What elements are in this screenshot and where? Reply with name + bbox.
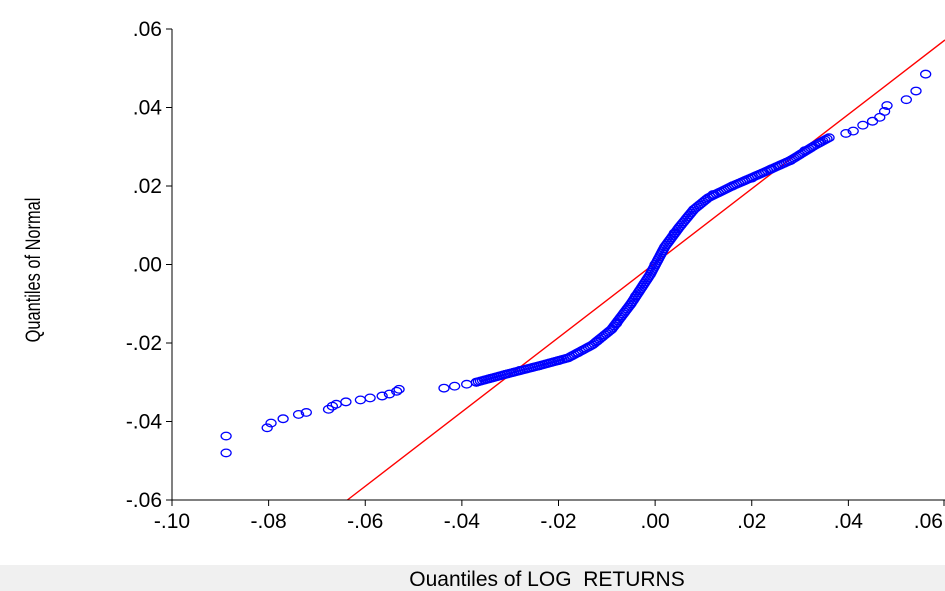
data-point bbox=[866, 116, 879, 126]
data-point bbox=[354, 395, 367, 405]
data-point bbox=[552, 356, 565, 366]
data-point bbox=[610, 318, 623, 328]
x-tick-label: -.06 bbox=[347, 510, 383, 533]
data-point bbox=[920, 69, 932, 79]
x-tick-label: -.08 bbox=[251, 510, 287, 533]
y-axis-title: Quantiles of Normal bbox=[21, 198, 44, 343]
data-point bbox=[485, 373, 497, 383]
y-tick-label: -.02 bbox=[126, 332, 162, 355]
data-point bbox=[292, 409, 305, 419]
data-point bbox=[821, 134, 833, 144]
data-point bbox=[514, 366, 526, 375]
data-point bbox=[746, 173, 758, 183]
data-point bbox=[878, 106, 891, 116]
data-point bbox=[823, 133, 835, 143]
data-point bbox=[630, 291, 642, 301]
y-tick-label: -.06 bbox=[126, 489, 162, 512]
data-point bbox=[261, 423, 273, 433]
x-tick-label: .04 bbox=[834, 510, 864, 533]
x-tick-label: .02 bbox=[737, 510, 766, 533]
data-point bbox=[572, 348, 584, 358]
data-point bbox=[499, 369, 512, 379]
data-point bbox=[533, 361, 545, 371]
x-tick-label: -.04 bbox=[444, 510, 481, 533]
tick-layer: -.06 -.04 -.02 .00 .02 .04 .06 -.10 -.08 -.06 -.04… bbox=[126, 18, 945, 533]
y-tick-label: .04 bbox=[133, 97, 163, 120]
data-point bbox=[900, 95, 912, 105]
x-tick-label: -.10 bbox=[154, 510, 190, 533]
y-tick-label: .06 bbox=[133, 18, 162, 41]
data-point bbox=[438, 383, 450, 393]
data-point bbox=[707, 190, 719, 200]
data-point bbox=[813, 138, 826, 148]
data-point bbox=[881, 101, 893, 110]
data-point bbox=[765, 164, 777, 174]
data-point bbox=[461, 379, 473, 389]
data-point bbox=[383, 389, 396, 399]
data-point bbox=[649, 260, 661, 269]
data-point bbox=[470, 377, 483, 387]
data-point bbox=[668, 228, 681, 238]
data-point bbox=[591, 336, 603, 346]
data-point bbox=[364, 393, 376, 403]
y-tick-label: -.04 bbox=[126, 411, 163, 434]
data-point bbox=[220, 431, 232, 441]
marks-layer bbox=[220, 39, 945, 501]
y-tick-label: .00 bbox=[133, 254, 162, 277]
data-point bbox=[784, 156, 797, 165]
data-point bbox=[277, 414, 289, 424]
data-point bbox=[300, 408, 312, 417]
data-point bbox=[799, 146, 811, 156]
y-tick-label: .02 bbox=[133, 175, 162, 198]
data-point bbox=[840, 128, 852, 138]
data-point bbox=[265, 418, 277, 428]
x-tick-label: .00 bbox=[641, 510, 670, 533]
data-point bbox=[688, 205, 700, 214]
reference-line bbox=[346, 39, 945, 501]
x-tick-label: -.02 bbox=[540, 510, 576, 533]
data-point bbox=[220, 448, 232, 458]
x-tick-label: .06 bbox=[914, 510, 943, 533]
data-point bbox=[726, 181, 739, 191]
data-point bbox=[910, 86, 922, 96]
data-point bbox=[340, 397, 352, 407]
x-axis-title: Quantiles of LOG_RETURNS bbox=[409, 568, 684, 586]
data-point bbox=[391, 386, 403, 396]
data-point bbox=[857, 120, 869, 130]
data-point bbox=[448, 381, 461, 391]
data-point bbox=[376, 391, 388, 401]
data-point bbox=[393, 384, 405, 394]
data-point bbox=[847, 126, 859, 136]
frame-layer bbox=[171, 29, 945, 501]
